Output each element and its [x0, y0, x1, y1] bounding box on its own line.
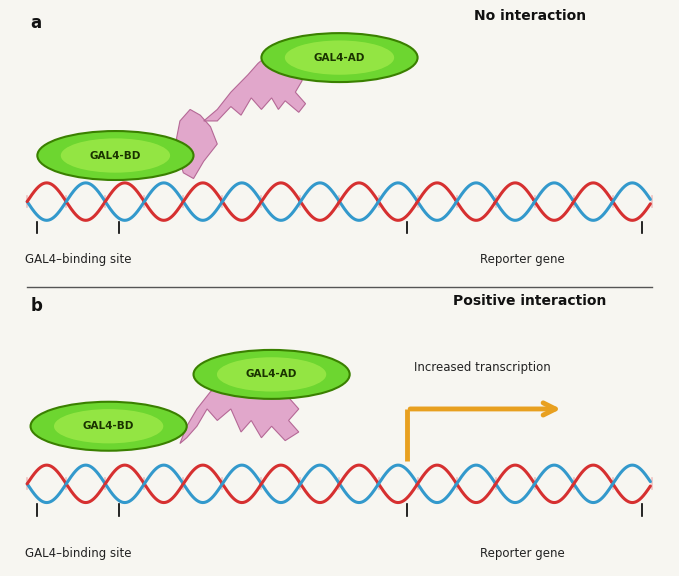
Text: GAL4–binding site: GAL4–binding site — [25, 547, 131, 560]
Text: Increased transcription: Increased transcription — [414, 361, 551, 374]
Ellipse shape — [194, 350, 350, 399]
Polygon shape — [204, 52, 306, 121]
Text: a: a — [31, 14, 41, 32]
Text: GAL4-BD: GAL4-BD — [90, 150, 141, 161]
Polygon shape — [180, 363, 299, 444]
Ellipse shape — [61, 138, 170, 173]
Ellipse shape — [37, 131, 194, 180]
Text: No interaction: No interaction — [473, 9, 586, 22]
Text: GAL4-AD: GAL4-AD — [314, 52, 365, 63]
Polygon shape — [177, 109, 217, 179]
Text: GAL4-AD: GAL4-AD — [246, 369, 297, 380]
Text: Positive interaction: Positive interaction — [453, 294, 606, 308]
Ellipse shape — [261, 33, 418, 82]
Text: Reporter gene: Reporter gene — [481, 547, 565, 560]
Ellipse shape — [31, 402, 187, 450]
Ellipse shape — [54, 409, 163, 444]
Text: GAL4–binding site: GAL4–binding site — [25, 253, 131, 267]
Text: b: b — [31, 297, 42, 314]
Text: Reporter gene: Reporter gene — [481, 253, 565, 267]
Text: GAL4-BD: GAL4-BD — [83, 421, 134, 431]
Ellipse shape — [285, 40, 394, 75]
Ellipse shape — [217, 357, 326, 392]
